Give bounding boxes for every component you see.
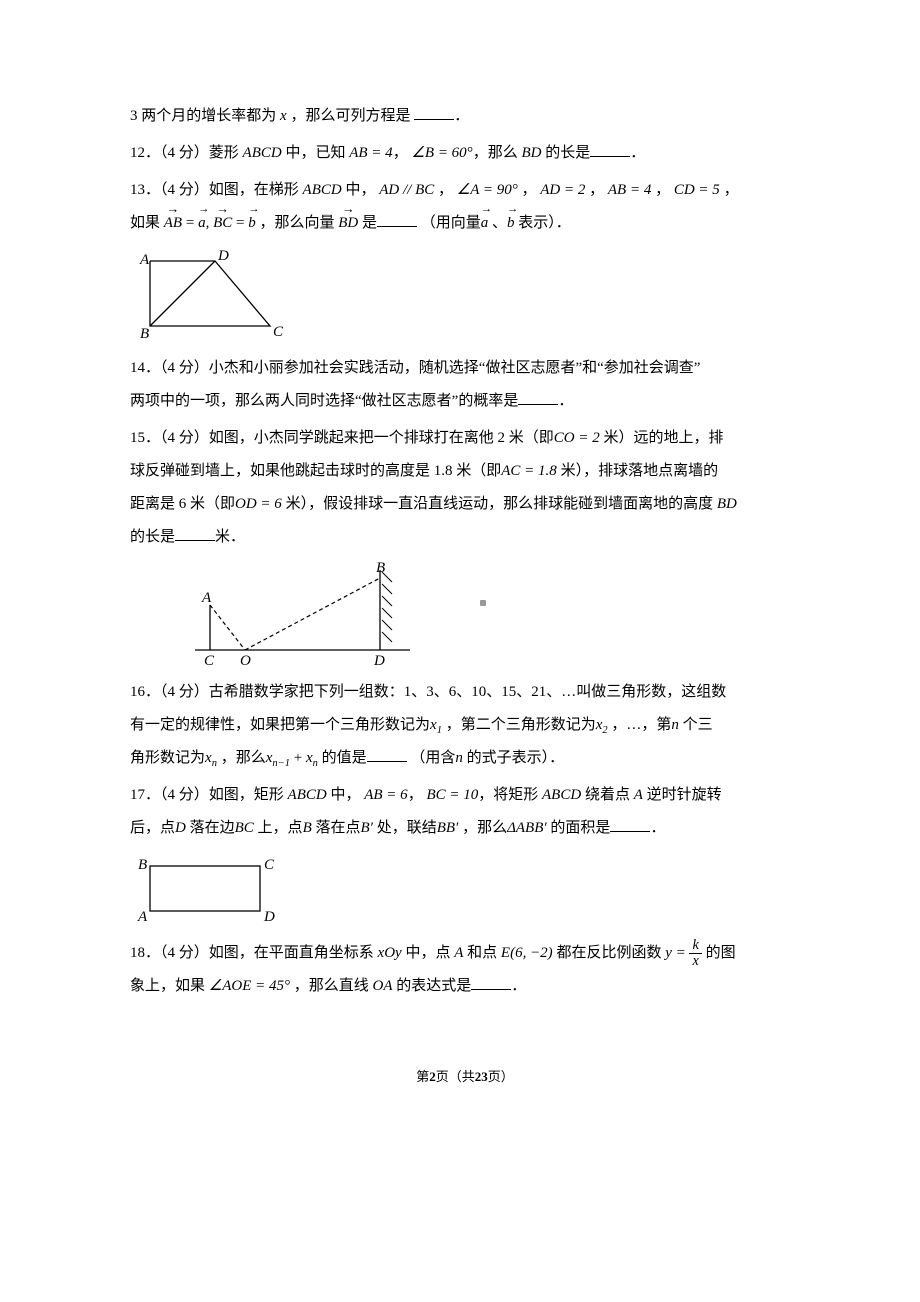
var-x: x bbox=[280, 108, 287, 124]
points: （4 分） bbox=[160, 787, 209, 803]
question-14: 14．（4 分）小杰和小丽参加社会实践活动，随机选择“做社区志愿者”和“参加社会… bbox=[130, 352, 800, 418]
q-number: 17 bbox=[130, 787, 145, 803]
blank bbox=[367, 746, 407, 762]
vec-AB: AB bbox=[164, 207, 182, 240]
fraction-k-over-x: kx bbox=[689, 938, 701, 970]
svg-text:B: B bbox=[138, 857, 147, 873]
vec-BC: BC bbox=[213, 207, 232, 240]
points: （4 分） bbox=[160, 430, 209, 446]
figure-15: A B C O D bbox=[190, 560, 800, 670]
page-footer: 第2页（共23页） bbox=[130, 1063, 800, 1092]
figure-17: B C A D bbox=[130, 851, 800, 931]
blank bbox=[414, 104, 454, 120]
svg-text:D: D bbox=[373, 653, 385, 669]
svg-text:O: O bbox=[240, 653, 251, 669]
svg-text:C: C bbox=[204, 653, 215, 669]
question-17: 17．（4 分）如图，矩形 ABCD 中， AB = 6， BC = 10，将矩… bbox=[130, 779, 800, 845]
vec-a: a bbox=[198, 207, 206, 240]
blank bbox=[175, 525, 215, 541]
text: ，那么可列方程是 bbox=[290, 108, 410, 124]
svg-text:A: A bbox=[139, 252, 150, 268]
q-number: 18 bbox=[130, 945, 145, 961]
blank bbox=[590, 141, 630, 157]
marker-dot bbox=[480, 600, 486, 606]
points: （4 分） bbox=[160, 360, 209, 376]
q-number: 12 bbox=[130, 145, 145, 161]
blank bbox=[518, 389, 558, 405]
question-13: 13．（4 分）如图，在梯形 ABCD 中， AD // BC ， ∠A = 9… bbox=[130, 174, 800, 240]
vec-BD: BD bbox=[338, 207, 358, 240]
svg-text:A: A bbox=[137, 909, 148, 925]
svg-text:D: D bbox=[263, 909, 275, 925]
svg-text:B: B bbox=[376, 560, 385, 576]
q-number: 13 bbox=[130, 182, 145, 198]
question-16: 16．（4 分）古希腊数学家把下列一组数：1、3、6、10、15、21、…叫做三… bbox=[130, 676, 800, 775]
question-18: 18．（4 分）如图，在平面直角坐标系 xOy 中，点 A 和点 E(6, −2… bbox=[130, 937, 800, 1003]
svg-text:D: D bbox=[217, 248, 229, 264]
points: （4 分） bbox=[160, 684, 209, 700]
question-12: 12．（4 分）菱形 ABCD 中，已知 AB = 4， ∠B = 60°，那么… bbox=[130, 137, 800, 170]
blank bbox=[610, 816, 650, 832]
svg-text:C: C bbox=[264, 857, 275, 873]
question-11-tail: 3 两个月的增长率都为 x ，那么可列方程是 ． bbox=[130, 100, 800, 133]
q-number: 16 bbox=[130, 684, 145, 700]
text: 3 两个月的增长率都为 bbox=[130, 108, 276, 124]
question-15: 15．（4 分）如图，小杰同学跳起来把一个排球打在离他 2 米（即CO = 2 … bbox=[130, 422, 800, 554]
figure-13: A D B C bbox=[130, 246, 800, 346]
svg-text:C: C bbox=[273, 324, 284, 340]
svg-text:A: A bbox=[201, 590, 212, 606]
points: （4 分） bbox=[160, 145, 209, 161]
blank bbox=[377, 211, 417, 227]
q-number: 14 bbox=[130, 360, 145, 376]
q-number: 15 bbox=[130, 430, 145, 446]
points: （4 分） bbox=[160, 945, 209, 961]
blank bbox=[471, 974, 511, 990]
vec-b: b bbox=[248, 207, 256, 240]
svg-text:B: B bbox=[140, 326, 149, 342]
